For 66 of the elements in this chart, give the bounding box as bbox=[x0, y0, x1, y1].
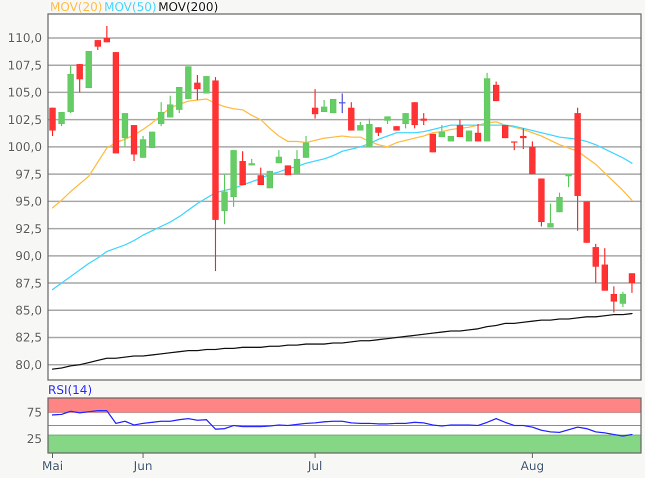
candlestick bbox=[148, 131, 156, 149]
candlestick bbox=[302, 135, 310, 158]
candlestick bbox=[502, 124, 508, 139]
candlestick bbox=[474, 123, 482, 142]
y-tick-label: 80,0 bbox=[15, 358, 42, 372]
candlestick bbox=[294, 150, 300, 175]
candlestick bbox=[520, 128, 527, 150]
candlestick bbox=[94, 40, 101, 51]
y-tick-label: 92,5 bbox=[15, 222, 42, 236]
candlestick bbox=[58, 111, 65, 127]
candlestick bbox=[456, 119, 464, 138]
text: MOV(50) bbox=[104, 0, 157, 14]
x-tick-label: Jul bbox=[306, 459, 322, 473]
candlestick bbox=[104, 25, 110, 43]
candlestick bbox=[348, 102, 354, 132]
x-tick-label: Jun bbox=[132, 459, 152, 473]
y-tick-label: 105,0 bbox=[8, 86, 42, 100]
candlestick bbox=[266, 170, 274, 189]
candlestick bbox=[402, 112, 409, 129]
y-tick-label: 110,0 bbox=[8, 31, 42, 46]
candlestick bbox=[76, 64, 83, 94]
candlestick bbox=[366, 118, 373, 148]
y-tick-label: 90,0 bbox=[15, 249, 42, 264]
candlestick bbox=[556, 192, 563, 213]
candlestick bbox=[176, 86, 182, 114]
x-tick-label: Mai bbox=[42, 459, 64, 473]
candlestick bbox=[628, 272, 636, 294]
candlestick bbox=[140, 135, 146, 158]
y-tick-label: 97,5 bbox=[15, 167, 42, 182]
text: MOV(200) bbox=[158, 0, 218, 14]
candlestick bbox=[239, 150, 246, 186]
y-tick-label: 75 bbox=[26, 405, 42, 420]
y-tick-label: 102,5 bbox=[8, 112, 42, 127]
candlestick bbox=[492, 80, 500, 102]
candlestick bbox=[167, 95, 174, 118]
y-tick-label: 100,0 bbox=[8, 140, 42, 154]
chart-title: RSI(14) bbox=[48, 383, 92, 397]
candlestick bbox=[565, 174, 572, 188]
text: MOV(20) bbox=[50, 0, 102, 14]
y-tick-label: 85,0 bbox=[15, 303, 42, 318]
candlestick bbox=[620, 291, 626, 308]
y-tick-label: 25 bbox=[26, 432, 42, 446]
candlestick bbox=[49, 107, 56, 137]
x-tick-label: Aug bbox=[520, 459, 544, 473]
candlestick bbox=[610, 286, 618, 314]
y-tick-label: 87,5 bbox=[15, 276, 42, 290]
candlestick bbox=[547, 202, 554, 228]
line-series bbox=[52, 410, 633, 437]
line-series bbox=[52, 124, 633, 290]
candlestick bbox=[411, 102, 418, 129]
candlestick bbox=[466, 130, 472, 142]
y-tick-label: 95,0 bbox=[15, 194, 42, 209]
candlestick bbox=[158, 102, 164, 127]
y-tick-label: 107,5 bbox=[8, 58, 42, 72]
line-series bbox=[52, 312, 633, 370]
candlestick bbox=[221, 174, 228, 225]
candlestick bbox=[430, 133, 436, 153]
candlestick bbox=[312, 88, 318, 120]
candlestick bbox=[194, 74, 201, 101]
candlestick bbox=[592, 243, 599, 284]
candlestick bbox=[203, 75, 210, 94]
y-tick-label: 82,5 bbox=[15, 330, 42, 345]
candlestick bbox=[276, 150, 282, 164]
candlestick bbox=[339, 92, 346, 114]
candlestick bbox=[420, 112, 427, 126]
candlestick bbox=[258, 166, 264, 186]
